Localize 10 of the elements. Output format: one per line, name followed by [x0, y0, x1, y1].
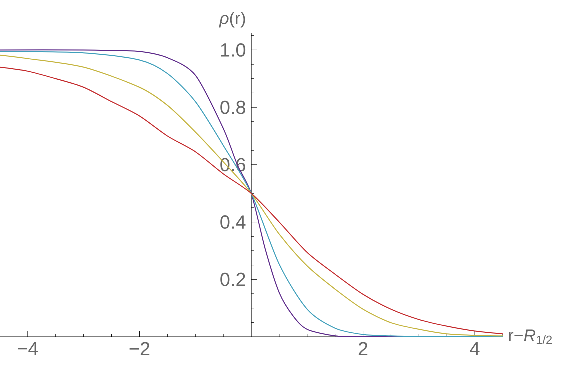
y-tick-label: 0.8: [220, 100, 246, 114]
y-tick-label: 0.4: [220, 216, 246, 230]
x-axis-title: r−R$_{1/2}$: [509, 330, 552, 344]
y-tick-label: 0.2: [220, 272, 246, 286]
x-tick-label: 2: [358, 342, 368, 356]
x-tick-label: 4: [470, 342, 480, 356]
x-tick-label: −2: [130, 342, 150, 356]
y-axis-title: ρ(r): [219, 12, 246, 28]
x-tick-label: −4: [18, 342, 38, 356]
y-tick-label: 1.0: [221, 43, 246, 57]
